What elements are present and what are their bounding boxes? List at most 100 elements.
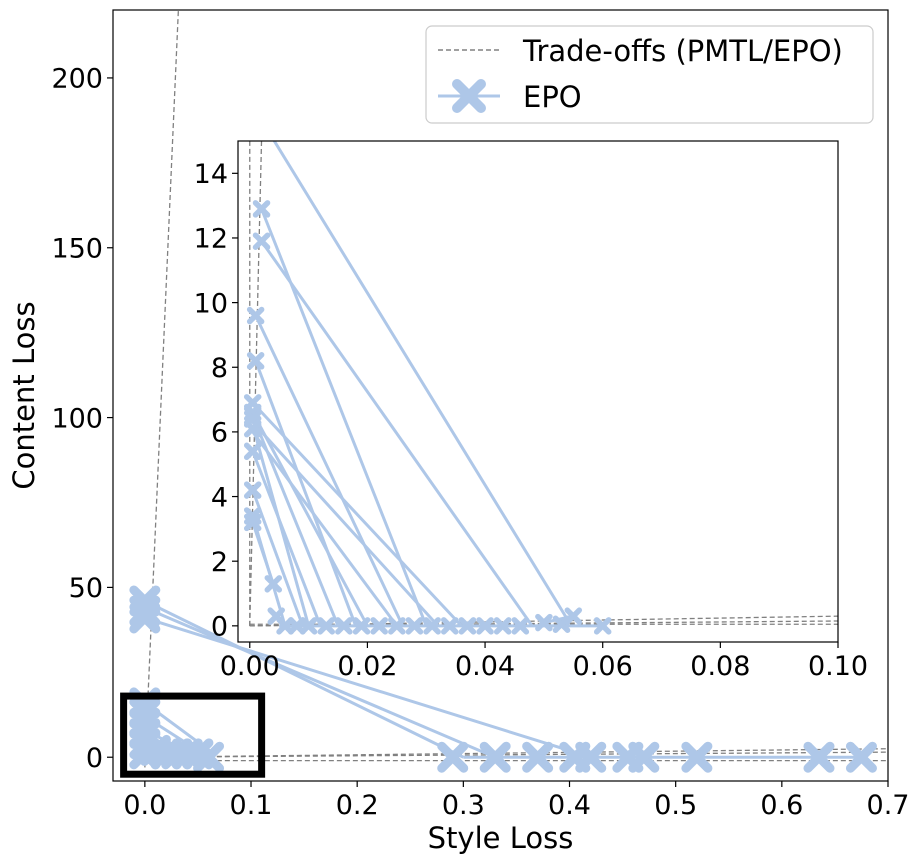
inset-epo-segment (251, 401, 463, 627)
main-y-tick-label: 0 (86, 743, 103, 774)
y-axis-label: Content Loss (7, 301, 41, 489)
inset-y-tick-label: 14 (194, 159, 228, 190)
inset-epo-point (564, 607, 583, 625)
main-y-tick-label: 50 (69, 573, 103, 604)
main-epo-point (193, 741, 225, 773)
inset-epo-point (243, 513, 262, 532)
main-y-tick-label: 200 (51, 64, 103, 95)
main-y-tick-label: 100 (51, 403, 103, 434)
inset-epo-series (243, 141, 612, 635)
inset-epo-point (243, 419, 262, 438)
inset-epo-point (352, 617, 371, 635)
main-y-ticks: 0 50 100 150 200 (51, 64, 113, 774)
inset-epo-segment (251, 521, 275, 585)
main-tradeoff-line (144, 748, 888, 758)
main-tradeoff-lines (144, 10, 888, 768)
main-x-tick-label: 0.1 (230, 790, 273, 821)
inset-y-tick-label: 4 (211, 482, 228, 513)
inset-x-ticks: 0.00 0.02 0.04 0.06 0.08 0.10 (220, 642, 868, 682)
inset-x-tick-label: 0.10 (808, 651, 868, 682)
inset-tradeoff-line (249, 141, 263, 626)
inset-epo-point (243, 442, 262, 461)
main-x-tick-label: 0.0 (123, 790, 166, 821)
inset-y-tick-label: 8 (211, 353, 228, 384)
main-epo-point (129, 602, 161, 634)
inset-epo-segment (254, 360, 358, 627)
inset-plot: 0.00 0.02 0.04 0.06 0.08 0.10 0 2 4 6 8 10 12 14 (194, 140, 868, 682)
inset-axes-frame (237, 140, 839, 643)
inset-epo-point (264, 575, 283, 593)
main-epo-point (479, 741, 511, 773)
inset-epo-segment (251, 421, 440, 627)
inset-epo-point (246, 306, 265, 325)
inset-epo-point (317, 617, 335, 635)
inset-epo-point (593, 617, 612, 635)
main-x-tick-label: 0.6 (760, 790, 803, 821)
inset-epo-point (476, 617, 494, 635)
inset-epo-point (441, 617, 459, 635)
main-x-tick-label: 0.3 (442, 790, 485, 821)
inset-y-tick-label: 0 (211, 612, 228, 643)
main-epo-point (628, 741, 660, 773)
main-epo-segment (144, 606, 496, 759)
inset-epo-segment (251, 411, 369, 627)
inset-epo-point (246, 352, 265, 370)
legend-entry-epo: EPO (523, 80, 582, 114)
main-epo-series (129, 585, 877, 773)
inset-y-tick-label: 2 (211, 547, 228, 578)
legend-box (425, 25, 874, 124)
zoom-region-box (120, 692, 266, 778)
main-epo-point (681, 741, 713, 773)
main-epo-point (129, 595, 161, 627)
inset-background (238, 141, 838, 642)
inset-epo-point (370, 617, 388, 635)
main-epo-point (845, 741, 877, 773)
inset-epo-point (535, 613, 553, 632)
inset-epo-segment (251, 489, 305, 627)
inset-epo-point (299, 617, 318, 635)
inset-y-tick-label: 12 (194, 224, 228, 255)
main-y-tick-label: 150 (51, 233, 103, 264)
main-tradeoff-line (144, 10, 180, 768)
legend-epo-marker (452, 79, 486, 113)
inset-epo-point (243, 481, 262, 499)
legend-entry-tradeoffs: Trade-offs (PMTL/EPO) (522, 34, 843, 68)
inset-x-tick-label: 0.08 (690, 651, 750, 682)
inset-epo-point (252, 232, 271, 250)
inset-epo-segment (251, 450, 322, 627)
inset-epo-point (511, 617, 530, 635)
inset-epo-segment (251, 431, 399, 627)
main-x-tick-label: 0.2 (336, 790, 379, 821)
inset-y-ticks: 0 2 4 6 8 10 12 14 (194, 159, 238, 643)
main-epo-segment (144, 616, 592, 759)
inset-x-tick-label: 0.04 (455, 651, 515, 682)
inset-epo-segment (251, 415, 340, 627)
main-x-tick-label: 0.5 (654, 790, 697, 821)
inset-epo-point (458, 617, 477, 635)
inset-epo-segment (251, 425, 311, 627)
main-epo-point (575, 741, 607, 773)
legend: Trade-offs (PMTL/EPO) EPO (425, 25, 874, 124)
main-epo-point (522, 741, 554, 773)
x-axis-label: Style Loss (428, 821, 574, 855)
inset-epo-point (335, 617, 353, 635)
main-zoom-box (120, 692, 266, 778)
inset-epo-segment (254, 314, 405, 627)
inset-epo-point (423, 617, 441, 635)
inset-epo-point (493, 617, 512, 635)
main-axes-frame (112, 9, 889, 782)
main-epo-point (803, 741, 835, 773)
main-epo-segment (144, 599, 465, 759)
main-x-ticks: 0.0 0.1 0.2 0.3 0.4 0.5 0.6 0.7 (123, 781, 909, 821)
main-x-tick-label: 0.7 (867, 790, 910, 821)
inset-x-tick-label: 0.02 (337, 651, 397, 682)
main-epo-point (437, 741, 469, 773)
inset-x-tick-label: 0.00 (220, 651, 280, 682)
inset-epo-segment (272, 141, 569, 621)
inset-epo-segment (260, 208, 428, 627)
inset-x-tick-label: 0.06 (573, 651, 633, 682)
inset-y-tick-label: 10 (194, 288, 228, 319)
legend-epo-x (452, 79, 486, 113)
